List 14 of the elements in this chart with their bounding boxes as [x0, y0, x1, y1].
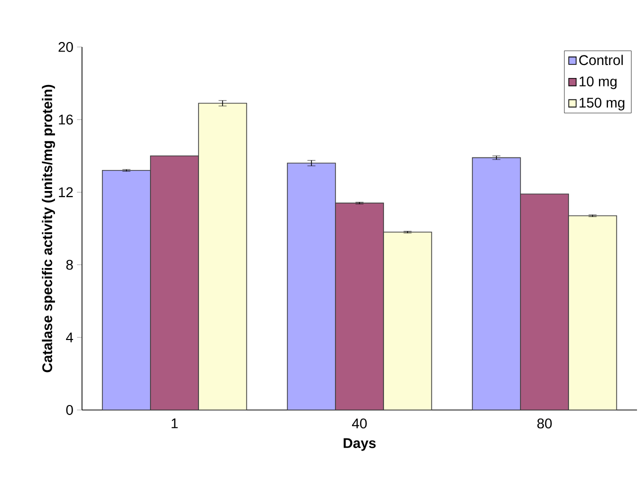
legend-label: 150 mg: [580, 98, 624, 110]
y-tick-label: 0: [66, 405, 73, 415]
x-tick-label: 40: [352, 418, 367, 428]
y-tick-label: 12: [58, 187, 73, 198]
y-tick-label: 16: [58, 114, 73, 125]
y-axis-title: Catalase specific activity (units/mg protein): [42, 84, 56, 372]
legend-label: 10 mg: [580, 76, 617, 90]
x-tick-label: 1: [172, 418, 178, 428]
y-tick-label: 4: [66, 332, 74, 342]
y-tick-label: 8: [66, 260, 73, 270]
y-tick-label: 20: [58, 42, 73, 52]
legend-label: Control: [579, 54, 623, 66]
x-tick-label: 80: [537, 418, 552, 428]
x-axis-title: Days: [344, 438, 376, 451]
